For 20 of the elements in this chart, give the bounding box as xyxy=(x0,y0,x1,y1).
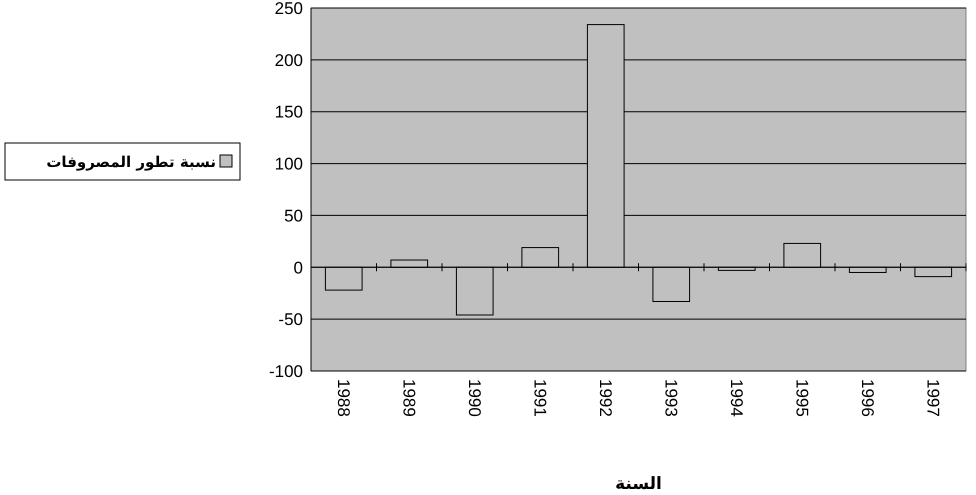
x-tick-label: 1994 xyxy=(726,379,746,417)
x-tick-label: 1993 xyxy=(661,379,680,417)
y-tick-label: -50 xyxy=(278,310,303,330)
x-tick-label: 1990 xyxy=(464,379,484,417)
y-tick-label: 100 xyxy=(274,154,303,174)
y-tick-label: 200 xyxy=(274,50,303,70)
x-tick-label: 1997 xyxy=(923,379,942,417)
x-tick-label: 1996 xyxy=(858,379,877,417)
y-tick-label: 0 xyxy=(294,258,303,278)
x-tick-label: 1988 xyxy=(334,379,353,417)
x-tick-label: 1989 xyxy=(399,379,418,417)
y-tick-label: -100 xyxy=(268,362,303,381)
x-tick-label: 1991 xyxy=(530,379,550,417)
x-tick-label: 1992 xyxy=(596,379,615,417)
y-tick-label: 150 xyxy=(274,102,303,122)
y-tick-label: 250 xyxy=(274,0,303,18)
y-tick-label: 50 xyxy=(284,206,303,226)
legend-label: نسبة تطور المصروفات xyxy=(46,153,216,171)
x-axis-title: السنة xyxy=(615,474,662,494)
x-tick-label: 1995 xyxy=(792,379,812,417)
